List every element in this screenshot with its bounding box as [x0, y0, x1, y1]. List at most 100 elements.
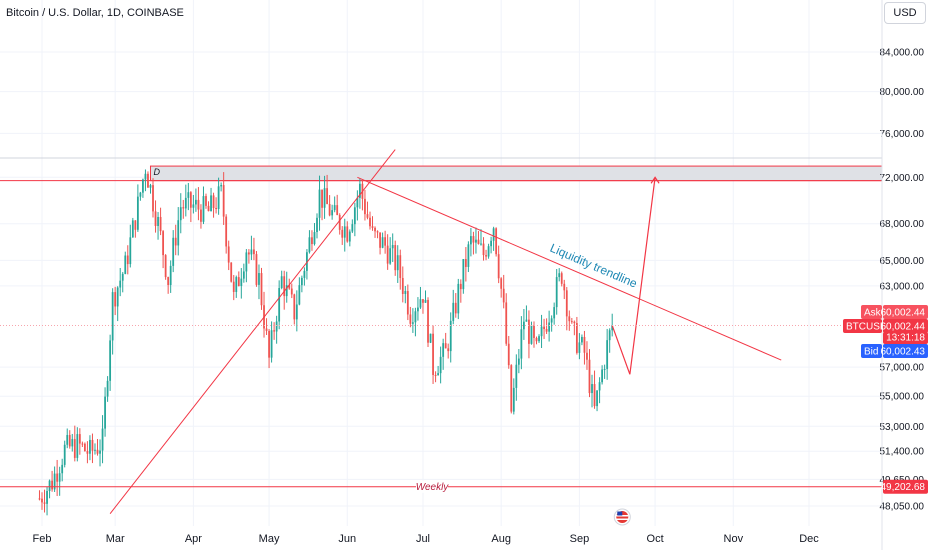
candle [318, 175, 321, 231]
candle [275, 315, 278, 344]
candle [162, 230, 165, 269]
candle [525, 305, 528, 322]
candle [553, 302, 556, 325]
candle [177, 207, 180, 256]
candle [247, 249, 250, 264]
y-tick-label: 68,000.00 [880, 219, 925, 230]
candle [258, 264, 260, 300]
candle [255, 251, 258, 287]
candle [338, 213, 341, 235]
candle [58, 466, 61, 496]
y-tick-label: 63,000.00 [880, 281, 925, 292]
bid-price-value-bg [883, 344, 928, 358]
bar-countdown-bg [883, 332, 928, 344]
candle [520, 316, 523, 370]
candle [533, 321, 535, 348]
candle [575, 316, 578, 355]
y-tick-label: 55,000.00 [880, 392, 925, 403]
candle [540, 314, 543, 349]
bid-tag-label: Bid [864, 347, 878, 358]
x-tick-label: Dec [799, 533, 819, 545]
x-tick-label: Jun [338, 533, 356, 545]
candle [371, 216, 374, 231]
candle [154, 200, 157, 233]
candle [563, 279, 566, 300]
candle [285, 271, 288, 303]
candle [323, 175, 326, 219]
candle [283, 270, 286, 310]
candle [106, 376, 109, 402]
projection-path[interactable] [611, 177, 656, 375]
candle [457, 278, 460, 320]
candle [126, 245, 129, 275]
candle [41, 492, 43, 510]
currency-button[interactable]: USD [884, 2, 926, 24]
candle [230, 262, 233, 283]
candle [278, 280, 281, 330]
candle [51, 470, 53, 492]
candle [306, 249, 308, 280]
y-tick-label: 51,400.00 [880, 447, 925, 458]
candle [477, 231, 480, 245]
candle [550, 315, 553, 332]
candle [73, 425, 76, 462]
candle [38, 490, 41, 501]
candle [192, 194, 195, 214]
candle [487, 243, 490, 259]
candle [144, 169, 147, 192]
candle [346, 221, 349, 243]
candle [376, 230, 379, 239]
weekly-label-bg [416, 480, 448, 493]
candle [538, 334, 540, 343]
candle [94, 443, 96, 455]
supply-zone[interactable] [149, 165, 883, 182]
us-flag-event-icon[interactable] [613, 508, 631, 526]
candle [298, 277, 301, 306]
candle [341, 226, 344, 245]
projection-arrowhead [650, 176, 660, 184]
candle [250, 235, 253, 261]
candle [273, 322, 276, 340]
y-tick-label: 53,000.00 [880, 422, 925, 433]
price-axis: 84,000.00 80,000.00 76,000.00 72,000.00 68,0… [880, 0, 925, 550]
candle [414, 307, 417, 337]
candle [502, 274, 505, 309]
candle [164, 254, 167, 280]
x-tick-label: Mar [106, 533, 125, 545]
candle [268, 328, 270, 369]
candle [351, 219, 354, 234]
candle [129, 224, 132, 268]
candle [497, 245, 500, 284]
candle [220, 182, 223, 192]
candle [454, 293, 457, 318]
candle [522, 308, 525, 340]
last-price-value-bg [883, 319, 928, 333]
ascending-trendline[interactable] [109, 149, 396, 514]
candle [422, 298, 424, 314]
candle [495, 227, 498, 257]
candle [353, 202, 356, 237]
y-tick-label: 80,000.00 [880, 87, 925, 98]
candle [515, 354, 518, 401]
candle [396, 245, 399, 283]
candle [104, 387, 106, 437]
x-tick-label: Oct [647, 533, 664, 545]
candle [401, 266, 404, 303]
liquidity-trendline[interactable] [357, 176, 782, 361]
candle [225, 214, 228, 254]
candle [202, 186, 205, 225]
symbol-tag-label: BTCUSD [846, 322, 887, 333]
candle [565, 287, 568, 331]
candle [172, 230, 175, 273]
candle [581, 334, 583, 346]
candle [293, 293, 296, 325]
candle [424, 290, 427, 303]
candle [343, 218, 346, 252]
candle [232, 275, 235, 301]
candle [222, 172, 225, 225]
candle [535, 336, 538, 345]
